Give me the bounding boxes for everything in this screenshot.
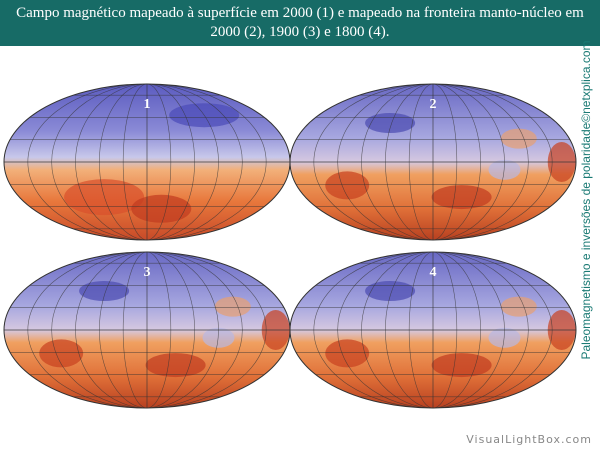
meridian (75, 84, 219, 240)
side-text: Paleomagnetismo e inversões de polaridad… (579, 40, 593, 359)
meridian (99, 84, 195, 240)
meridian (385, 84, 481, 240)
field-patch (39, 339, 84, 368)
meridian (385, 252, 481, 408)
meridian (75, 252, 219, 408)
field-patch (131, 194, 192, 223)
map-number: 1 (144, 97, 151, 112)
field-patch (500, 296, 537, 317)
meridian (337, 84, 529, 240)
map: 1 (3, 83, 291, 241)
title-bar: Campo magnético mapeado à superfície em … (0, 0, 600, 46)
map-outline (289, 251, 577, 409)
field-patch (145, 353, 206, 378)
field-patch (325, 171, 370, 200)
field-patch (365, 281, 416, 301)
map-number: 2 (430, 97, 437, 112)
map-outline (289, 83, 577, 241)
meridian (122, 252, 172, 408)
meridian (361, 252, 505, 408)
footer: VisualLightBox.com (466, 433, 592, 446)
field-patch (325, 339, 370, 368)
meridian (27, 252, 267, 408)
meridian (99, 252, 195, 408)
meridian (337, 252, 529, 408)
field-patch (79, 281, 130, 301)
meridian (408, 252, 458, 408)
meridian (361, 84, 505, 240)
meridian (408, 84, 458, 240)
field-patch (488, 327, 521, 348)
field-patch (202, 327, 235, 348)
map: 4 (289, 251, 577, 409)
meridian (122, 84, 172, 240)
map-detail (290, 84, 576, 240)
map: 2 (289, 83, 577, 241)
meridian (313, 252, 553, 408)
field-patch (365, 113, 416, 133)
field-patch (488, 159, 521, 180)
map-detail (4, 252, 290, 408)
map-detail (290, 252, 576, 408)
map: 3 (3, 251, 291, 409)
meridian (27, 84, 267, 240)
meridian (51, 84, 243, 240)
field-patch (214, 296, 251, 317)
field-patch (431, 353, 492, 378)
field-patch (431, 185, 492, 210)
map-number: 4 (430, 265, 437, 280)
field-patch (500, 128, 537, 149)
meridian (313, 84, 553, 240)
map-number: 3 (144, 265, 151, 280)
meridian (51, 252, 243, 408)
